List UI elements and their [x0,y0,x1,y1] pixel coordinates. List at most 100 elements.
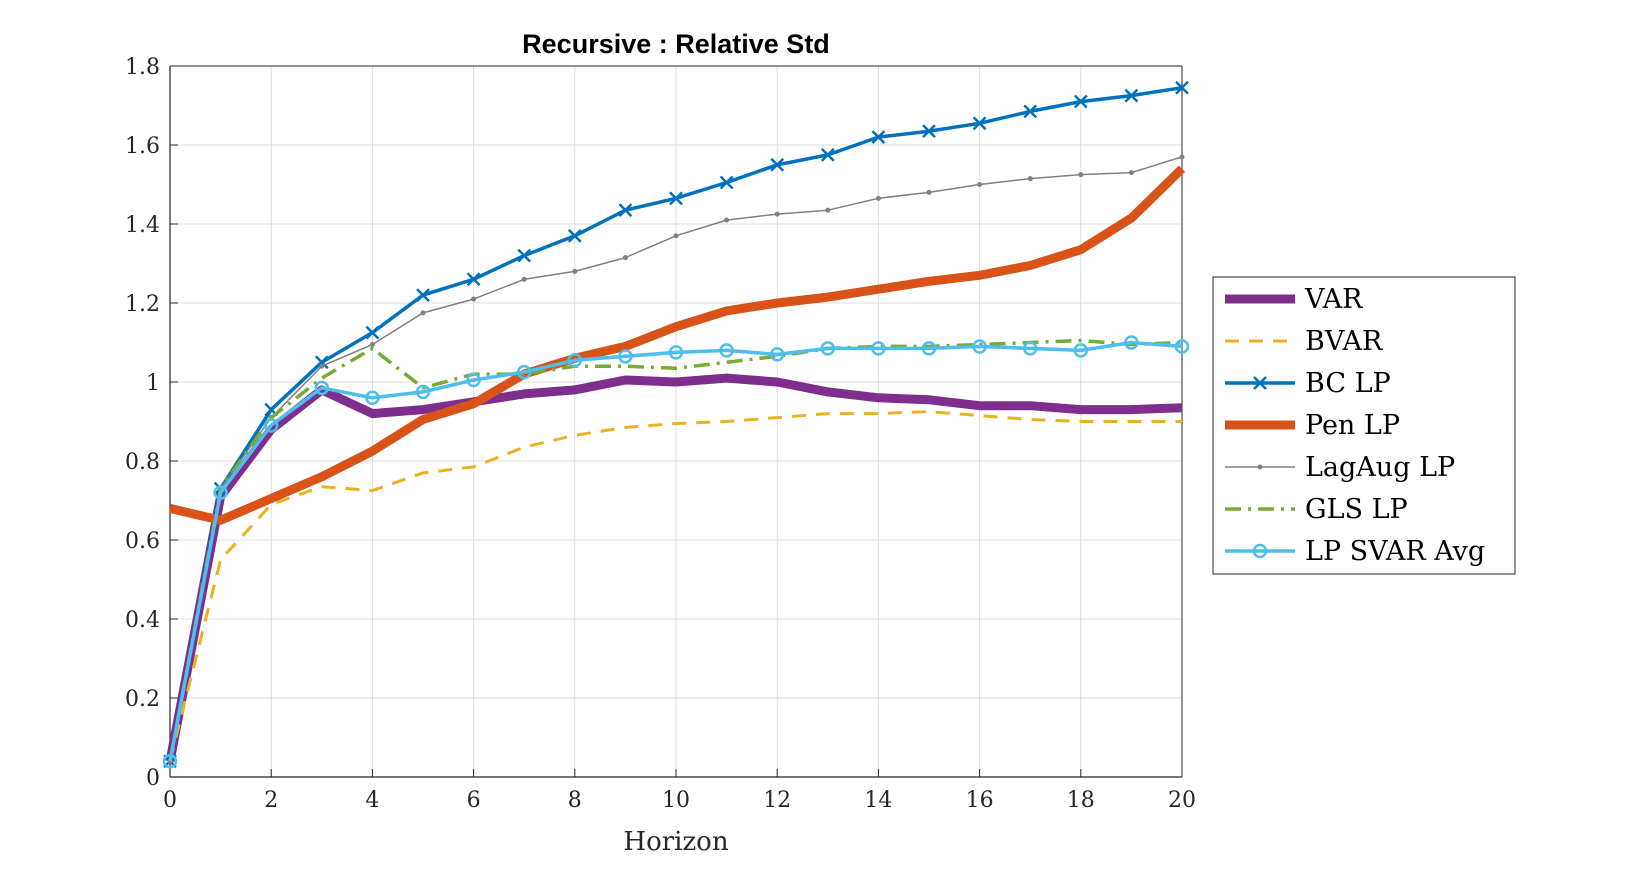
circle-marker [618,349,633,364]
x-marker [567,228,582,243]
series-line [168,410,1182,762]
tick-labels: 0 2 4 6 8 10 12 14 16 18 20 0 0.2 0.4 0.6 0.8 1 1.2 1.4 1.6… [125,55,1196,813]
x-marker [1175,80,1189,95]
dot-marker [1128,170,1134,176]
legend-label: BVAR [1305,326,1383,357]
circle-marker [921,341,937,356]
legend-label: LP SVAR Avg [1305,536,1485,567]
x-tick-label: 4 [365,788,379,813]
series-pen-lp [168,165,1186,525]
y-tick-label: 1.4 [125,213,160,238]
x-marker [820,147,835,162]
x-tick-label: 18 [1067,788,1095,813]
x-tick-label: 6 [467,788,481,813]
x-marker [1253,376,1267,390]
x-tick-label: 2 [264,788,278,813]
dot-marker [926,189,932,195]
dot-marker [521,276,527,282]
dot-marker [825,207,831,213]
x-marker [922,124,936,139]
y-tick-label: 1.2 [125,292,160,317]
y-tick-label: 0.2 [125,687,160,712]
dot-marker [977,182,983,187]
dot-marker [1179,154,1185,160]
series-line [168,340,1183,762]
x-marker [871,130,886,144]
legend-entry: BVAR [1225,326,1383,357]
x-marker [972,116,987,131]
legend-entry: BC LP [1225,368,1391,399]
x-tick-label: 14 [864,788,892,813]
series-line [168,165,1186,525]
series-lagaug-lp [167,154,1185,764]
dot-marker [875,195,881,201]
y-tick-label: 0.6 [125,529,160,554]
dot-marker [673,233,679,239]
x-tick-label: 16 [966,788,994,813]
legend-label: Pen LP [1305,410,1400,441]
circle-marker [263,418,279,433]
circle-marker [1252,543,1268,559]
dot-marker [369,341,375,347]
series-lp-svar-avg [162,335,1190,769]
x-tick-label: 10 [662,788,690,813]
dot-marker [471,296,477,302]
x-marker [618,203,633,218]
circle-marker [871,341,886,356]
dot-marker [1257,464,1263,470]
x-marker [365,325,380,340]
x-tick-label: 0 [163,788,177,813]
legend-entry: VAR [1225,284,1363,315]
circle-marker [1022,341,1038,356]
legend-entry: GLS LP [1225,494,1408,525]
x-marker [1124,88,1139,103]
circle-marker [769,347,785,362]
dot-marker [1078,172,1084,178]
x-tick-label: 8 [568,788,582,813]
series-line [168,338,1183,762]
legend-label: BC LP [1305,368,1391,399]
dot-marker [724,217,730,223]
legend-label: GLS LP [1305,494,1408,525]
y-tick-label: 1.6 [125,134,160,159]
circle-marker [365,390,380,406]
x-marker [770,157,785,172]
y-tick-label: 0.4 [125,608,160,633]
circle-marker [1124,335,1139,350]
circle-marker [1174,339,1190,354]
circle-marker [719,343,734,358]
dot-marker [774,211,780,217]
circle-marker [668,345,684,360]
dot-marker [420,310,426,316]
legend-label: VAR [1304,284,1363,315]
chart-title: Recursive : Relative Std [522,29,830,59]
dot-marker [572,268,578,274]
y-tick-label: 1 [146,371,160,396]
y-tick-label: 0.8 [125,450,160,475]
circle-marker [1073,343,1089,358]
legend: VAR BVAR BC LP Pen LP LagAug LP GLS LP LP SVAR… [1212,276,1516,575]
x-axis-label: Horizon [623,827,728,857]
series-layer [162,80,1190,769]
grid [169,65,1183,778]
circle-marker [516,364,532,380]
circle-marker [466,372,481,388]
x-marker [466,272,481,287]
circle-marker [567,353,583,368]
circle-marker [415,384,431,400]
series-bvar [168,410,1182,762]
x-marker [517,248,532,263]
series-bc-lp [163,80,1189,769]
circle-marker [314,380,330,396]
x-marker [719,175,734,190]
legend-entry: LagAug LP [1225,452,1455,483]
x-marker [1073,94,1088,109]
legend-label: LagAug LP [1305,452,1455,483]
dot-marker [622,255,628,261]
circle-marker [820,341,836,356]
legend-entry: LP SVAR Avg [1225,536,1485,567]
series-gls-lp [168,338,1183,762]
dot-marker [319,363,325,369]
dot-marker [1027,176,1033,182]
